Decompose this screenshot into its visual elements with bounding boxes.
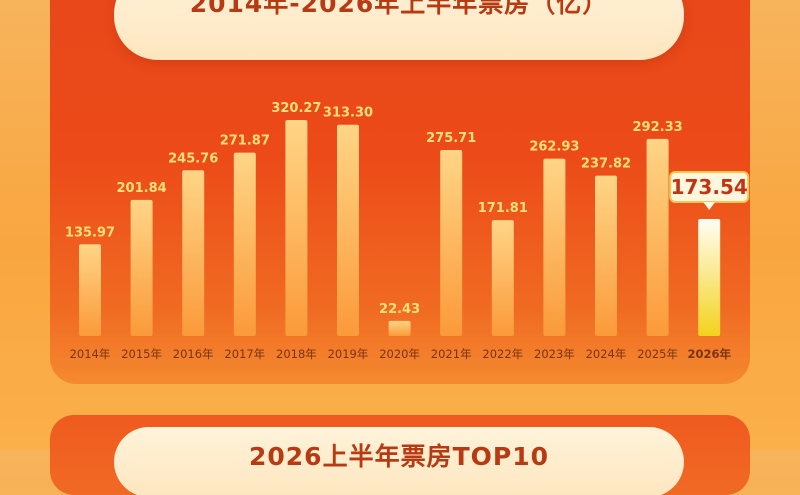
x-tick-2022年: 2022年	[482, 347, 523, 361]
top10-title-banner: 2026上半年票房TOP10	[114, 427, 684, 495]
x-tick-2017年: 2017年	[224, 347, 265, 361]
bar-2019年	[337, 124, 359, 337]
value-label-2017年: 271.87	[220, 134, 270, 149]
x-tick-2019年: 2019年	[328, 347, 369, 361]
x-tick-2015年: 2015年	[121, 347, 162, 361]
bar-2016年	[182, 170, 205, 336]
x-tick-labels-group: 2014年 2015年 2016年 2017年 2018年 2019年 2020年 2021年…	[70, 347, 732, 361]
x-tick-2014年: 2014年	[70, 347, 111, 361]
value-label-2021年: 275.71	[426, 131, 476, 146]
bar-2023年	[543, 158, 566, 336]
x-tick-2016年: 2016年	[173, 347, 214, 361]
value-label-2015年: 201.84	[117, 181, 167, 196]
bar-2025年	[646, 138, 669, 336]
x-tick-2026年: 2026年	[687, 347, 731, 361]
top10-title: 2026上半年票房TOP10	[249, 442, 549, 471]
bar-2015年	[130, 199, 153, 336]
bar-2024年	[595, 175, 617, 336]
value-label-2025年: 292.33	[633, 120, 683, 135]
bar-2017年	[233, 152, 256, 336]
value-label-2018年: 320.27	[271, 101, 321, 116]
bar-2020年	[388, 320, 411, 336]
value-label-2022年: 171.81	[478, 201, 528, 216]
value-label-2024年: 237.82	[581, 157, 631, 172]
value-label-2023年: 262.93	[529, 140, 579, 155]
chart-title: 2014年-2026年上半年票房（亿）	[189, 0, 609, 18]
bars-group	[79, 120, 721, 337]
x-tick-2020年: 2020年	[379, 347, 420, 361]
x-tick-2023年: 2023年	[534, 347, 575, 361]
top10-card: 2026上半年票房TOP10	[50, 415, 750, 495]
value-label-2026年: 173.54	[671, 175, 748, 199]
x-tick-2021年: 2021年	[431, 347, 472, 361]
title-banner: 2014年-2026年上半年票房（亿）	[114, 0, 684, 60]
x-tick-2025年: 2025年	[637, 347, 678, 361]
highlight-callout-pointer	[703, 201, 716, 210]
value-label-2020年: 22.43	[379, 302, 420, 317]
bar-2021年	[440, 150, 463, 336]
x-tick-2018年: 2018年	[276, 347, 317, 361]
bar-2014年	[79, 244, 101, 336]
highlight-callout: 173.54	[669, 170, 750, 210]
value-label-2019年: 313.30	[323, 106, 373, 121]
bar-2026年	[698, 218, 721, 336]
value-label-2014年: 135.97	[65, 225, 115, 240]
bar-2022年	[491, 220, 514, 336]
bar-2018年	[285, 120, 308, 336]
value-label-2016年: 245.76	[168, 151, 218, 166]
x-tick-2024年: 2024年	[586, 347, 627, 361]
chart-card: 2014年-2026年上半年票房（亿） 135.97 201.84 245.76 27…	[50, 0, 750, 384]
